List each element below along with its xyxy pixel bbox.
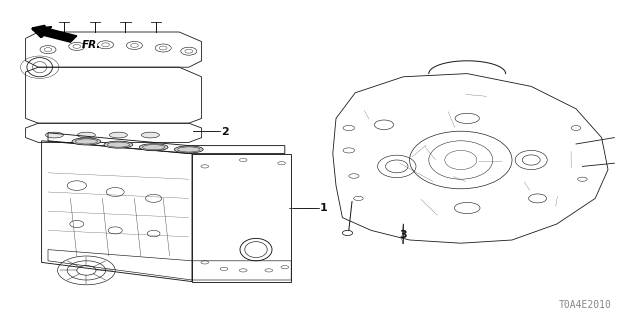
Text: 3: 3 [399, 230, 407, 240]
FancyArrow shape [32, 27, 77, 42]
Text: FR.: FR. [82, 40, 101, 50]
Ellipse shape [45, 132, 63, 138]
Text: 2: 2 [221, 127, 228, 137]
Text: T0A4E2010: T0A4E2010 [558, 300, 611, 310]
Text: 1: 1 [320, 203, 328, 213]
Ellipse shape [140, 144, 168, 151]
Ellipse shape [109, 132, 127, 138]
Ellipse shape [72, 138, 101, 145]
Ellipse shape [141, 132, 159, 138]
Ellipse shape [104, 141, 133, 148]
Ellipse shape [174, 146, 204, 153]
Ellipse shape [77, 132, 95, 138]
